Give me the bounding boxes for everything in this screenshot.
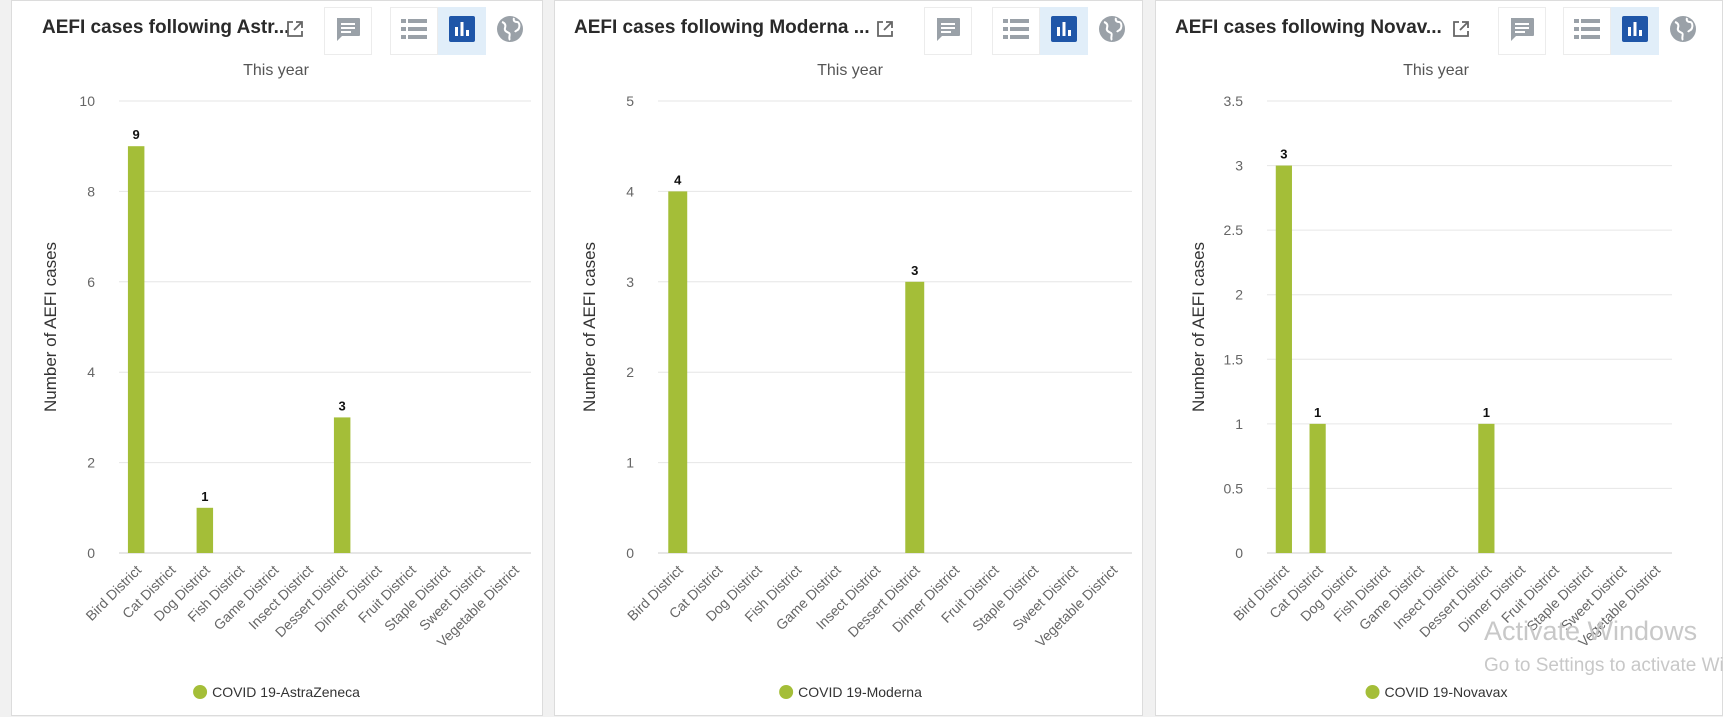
globe-icon <box>496 15 524 48</box>
bar-chart-icon <box>1622 15 1648 47</box>
y-tick-label: 0 <box>87 545 95 561</box>
view-as-chart-button[interactable] <box>438 7 486 55</box>
list-icon <box>1003 18 1029 45</box>
interpretation-button[interactable] <box>324 7 372 55</box>
chart-panel-novavax: AEFI cases following Novav... This year 0… <box>1155 0 1723 716</box>
data-label: 9 <box>133 127 140 142</box>
view-as-chart-button[interactable] <box>1611 7 1659 55</box>
chart-subtitle: This year <box>1403 62 1469 79</box>
y-tick-label: 8 <box>87 183 95 199</box>
bar[interactable] <box>127 146 145 553</box>
view-as-table-button[interactable] <box>992 7 1040 55</box>
globe-icon <box>1098 15 1126 48</box>
data-label: 4 <box>674 172 682 187</box>
legend-label: COVID 19-AstraZeneca <box>212 684 360 700</box>
y-tick-label: 0 <box>1235 545 1243 561</box>
bar[interactable] <box>1275 165 1292 554</box>
view-as-chart-button[interactable] <box>1040 7 1088 55</box>
bar-chart-icon <box>1051 15 1077 47</box>
panel-header: AEFI cases following Astr... <box>12 1 542 59</box>
y-tick-label: 2 <box>626 364 634 380</box>
bar-chart-icon <box>449 15 475 47</box>
view-as-table-button[interactable] <box>390 7 438 55</box>
y-tick-label: 2.5 <box>1224 222 1244 238</box>
legend-item[interactable]: COVID 19-Novavax <box>1365 684 1508 700</box>
panel-title[interactable]: AEFI cases following Novav... <box>1175 17 1442 38</box>
external-link-icon[interactable] <box>1451 19 1471 39</box>
chart-panel-moderna: AEFI cases following Moderna ... This ye… <box>554 0 1143 716</box>
chat-bubble-icon <box>334 16 362 47</box>
data-label: 1 <box>1483 405 1490 420</box>
panel-title[interactable]: AEFI cases following Moderna ... <box>574 17 870 38</box>
view-as-table-button[interactable] <box>1563 7 1611 55</box>
data-label: 3 <box>911 263 918 278</box>
bar[interactable] <box>333 417 351 553</box>
chart-subtitle: This year <box>817 62 883 79</box>
view-as-map-button[interactable] <box>1088 7 1136 55</box>
data-label: 3 <box>339 398 346 413</box>
bar[interactable] <box>905 281 925 553</box>
y-axis-label: Number of AEFI cases <box>41 242 60 412</box>
panel-header: AEFI cases following Moderna ... <box>555 1 1142 59</box>
y-tick-label: 3 <box>626 274 634 290</box>
y-tick-label: 2 <box>87 455 95 471</box>
bar-chart-novavax: This year 0 0.5 1 1.5 2 2.5 3 3.5 Number of AEFI … <box>1189 62 1672 700</box>
list-icon <box>401 18 427 45</box>
legend-label: COVID 19-Novavax <box>1385 684 1508 700</box>
view-as-map-button[interactable] <box>486 7 534 55</box>
panel-header: AEFI cases following Novav... <box>1156 1 1722 59</box>
y-tick-label: 4 <box>87 364 95 380</box>
y-tick-label: 0.5 <box>1224 480 1244 496</box>
y-tick-label: 4 <box>626 183 634 199</box>
legend-marker <box>193 685 208 699</box>
data-label: 1 <box>201 489 208 504</box>
chat-bubble-icon <box>934 16 962 47</box>
data-label: 3 <box>1280 147 1287 162</box>
y-tick-label: 3 <box>1235 158 1243 174</box>
legend-item[interactable]: COVID 19-AstraZeneca <box>193 684 360 700</box>
y-tick-label: 1 <box>1235 416 1243 432</box>
y-tick-label: 1.5 <box>1224 351 1244 367</box>
globe-icon <box>1669 15 1697 48</box>
y-tick-label: 3.5 <box>1224 93 1244 109</box>
legend-item[interactable]: COVID 19-Moderna <box>779 684 922 700</box>
panel-title[interactable]: AEFI cases following Astr... <box>42 17 290 38</box>
data-label: 1 <box>1314 405 1321 420</box>
bar[interactable] <box>1478 423 1495 553</box>
chart-subtitle: This year <box>243 62 309 79</box>
list-icon <box>1574 18 1600 45</box>
chat-bubble-icon <box>1508 16 1536 47</box>
y-tick-label: 2 <box>1235 287 1243 303</box>
interpretation-button[interactable] <box>924 7 972 55</box>
interpretation-button[interactable] <box>1498 7 1546 55</box>
y-tick-label: 1 <box>626 455 634 471</box>
y-tick-label: 5 <box>626 93 634 109</box>
chart-panel-astrazeneca: AEFI cases following Astr... This year 0 2… <box>11 0 543 716</box>
y-tick-label: 10 <box>79 93 95 109</box>
external-link-icon[interactable] <box>285 19 305 39</box>
legend-marker <box>1365 685 1380 699</box>
external-link-icon[interactable] <box>875 19 895 39</box>
bar[interactable] <box>1309 423 1326 553</box>
legend-label: COVID 19-Moderna <box>798 684 922 700</box>
view-as-map-button[interactable] <box>1659 7 1707 55</box>
y-axis-label: Number of AEFI cases <box>580 242 599 412</box>
bar[interactable] <box>196 507 214 553</box>
y-tick-label: 0 <box>626 545 634 561</box>
y-axis-label: Number of AEFI cases <box>1189 242 1208 412</box>
y-tick-label: 6 <box>87 274 95 290</box>
legend-marker <box>779 685 794 699</box>
bar[interactable] <box>668 191 688 553</box>
